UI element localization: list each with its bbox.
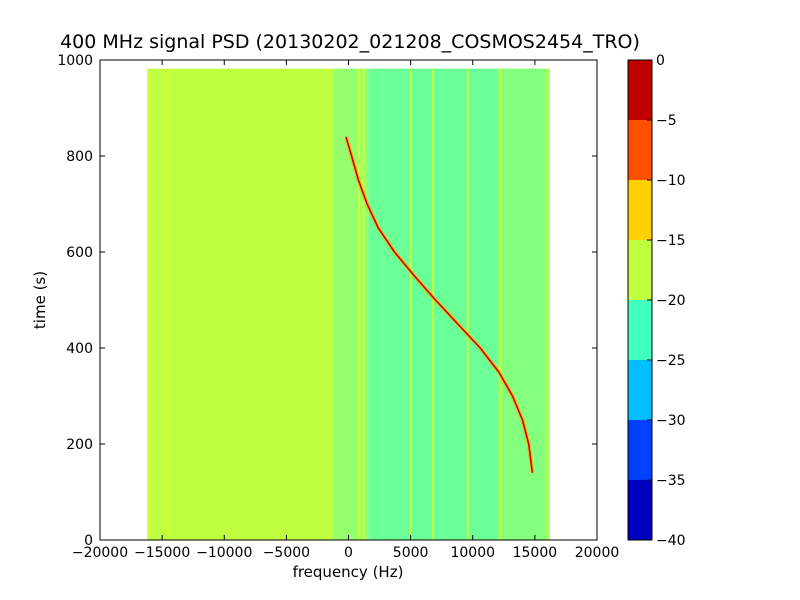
colorbar-tick-label: −20	[656, 293, 686, 309]
chart-title: 400 MHz signal PSD (20130202_021208_COSM…	[60, 31, 640, 53]
x-tick-label: −20000	[72, 545, 128, 561]
y-tick-label: 800	[66, 149, 93, 165]
psd-region	[497, 68, 550, 540]
y-tick-label: 200	[66, 437, 93, 453]
carrier-line	[499, 68, 502, 540]
colorbar-segment	[628, 240, 652, 300]
colorbar-tick-label: −30	[656, 413, 686, 429]
y-tick-label: 1000	[57, 53, 93, 69]
carrier-line	[358, 68, 361, 540]
colorbar-segment	[628, 360, 652, 420]
x-tick-label: −10000	[196, 545, 252, 561]
colorbar-tick-label: −35	[656, 473, 686, 489]
carrier-line	[167, 68, 170, 540]
colorbar-segment	[628, 480, 652, 540]
plot-axes: −20000 −15000 −10000 −5000 0 5000 10000 15000 20…	[57, 53, 619, 561]
carrier-line	[362, 68, 365, 540]
carrier-line	[409, 68, 412, 540]
plot-area	[100, 60, 597, 540]
y-axis-label: time (s)	[31, 271, 49, 329]
colorbar-segment	[628, 300, 652, 360]
doppler-curve	[345, 136, 534, 473]
colorbar-tick-label: −40	[656, 533, 686, 549]
carrier-line	[147, 68, 150, 540]
colorbar: −40 −35 −30 −25 −20 −15 −10 −5 0	[627, 53, 686, 549]
x-tick-label: −15000	[134, 545, 190, 561]
x-tick-label: 20000	[575, 545, 620, 561]
carrier-line	[466, 68, 469, 540]
colorbar-segment	[628, 60, 652, 120]
carrier-line	[431, 68, 434, 540]
psd-region	[147, 68, 334, 540]
colorbar-tick-label: −5	[656, 113, 677, 129]
x-tick-label: 15000	[513, 545, 558, 561]
colorbar-segment	[628, 180, 652, 240]
x-tick-label: 0	[344, 545, 353, 561]
y-tick-label: 600	[66, 245, 93, 261]
x-tick-label: 10000	[450, 545, 495, 561]
x-tick-label: −5000	[263, 545, 310, 561]
carrier-line	[546, 68, 549, 540]
colorbar-segment	[628, 420, 652, 480]
colorbar-tick-label: −25	[656, 353, 686, 369]
x-axis-label: frequency (Hz)	[293, 563, 404, 581]
colorbar-tick-label: −10	[656, 173, 686, 189]
y-tick-label: 400	[66, 341, 93, 357]
colorbar-tick-label: 0	[656, 53, 665, 69]
x-tick-label: 5000	[393, 545, 429, 561]
colorbar-segment	[628, 120, 652, 180]
y-tick-label: 0	[84, 533, 93, 549]
colorbar-tick-label: −15	[656, 233, 686, 249]
